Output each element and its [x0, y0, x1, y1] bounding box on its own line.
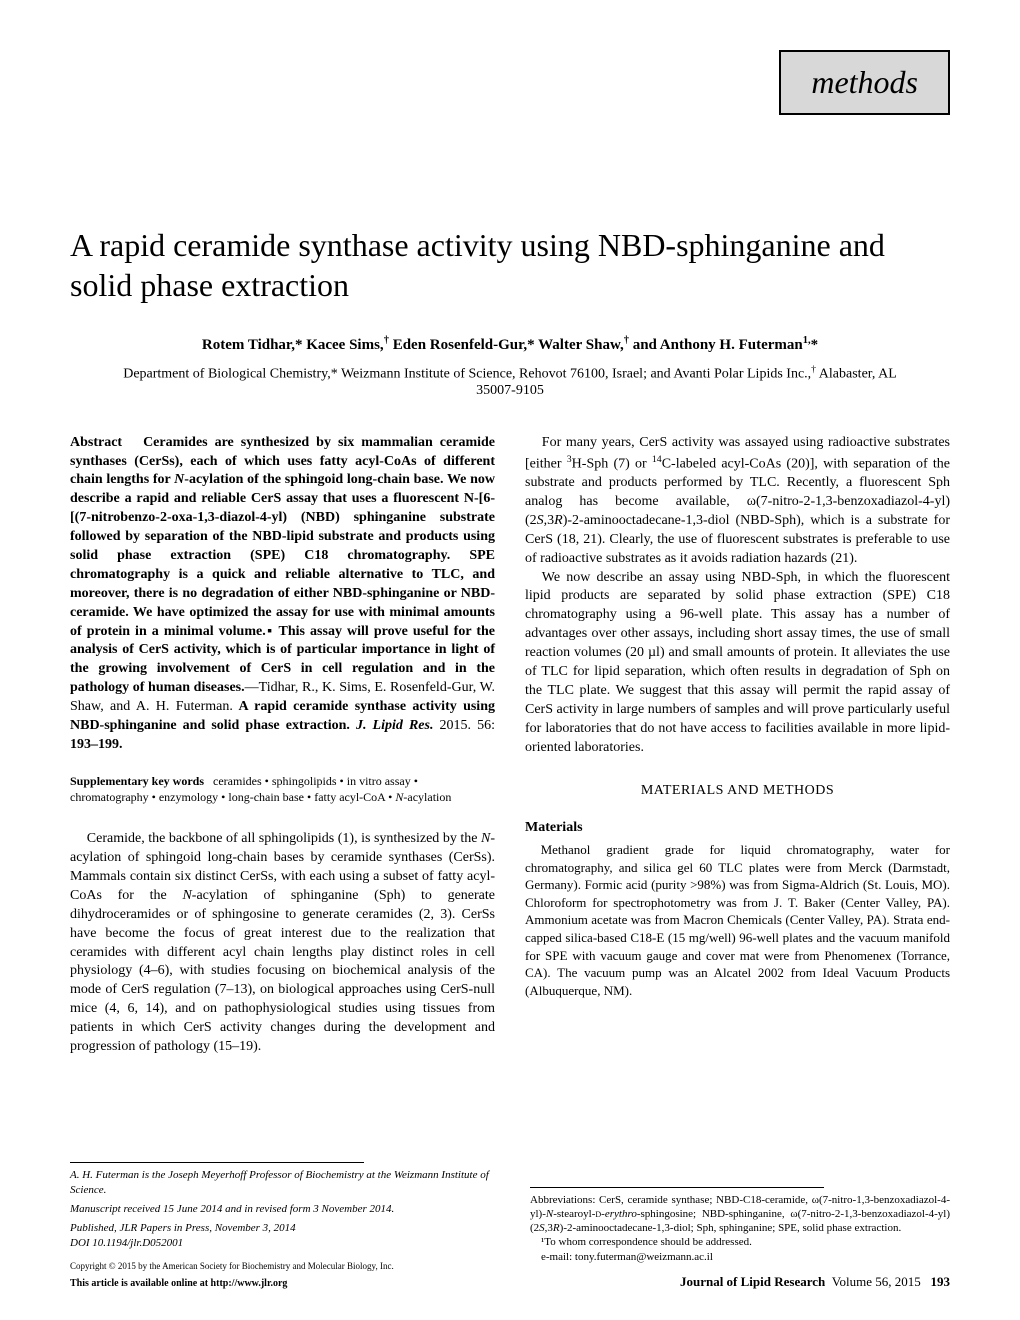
journal-name: Journal of Lipid Research — [680, 1274, 825, 1289]
abstract-citation-journal: J. Lipid Res. — [350, 718, 434, 733]
abbreviations: Abbreviations: CerS, ceramide synthase; … — [530, 1193, 950, 1236]
footer-right: Abbreviations: CerS, ceramide synthase; … — [530, 1187, 950, 1264]
online-link: This article is available online at http… — [70, 1277, 490, 1291]
affiliations: Department of Biological Chemistry,* Wei… — [70, 364, 950, 399]
footer-left: A. H. Futerman is the Joseph Meyerhoff P… — [70, 1162, 490, 1290]
abstract-citation-pages: 193–199. — [70, 737, 123, 752]
abstract-citation-year: 2015. 56: — [433, 718, 495, 733]
methods-category-box: methods — [779, 50, 950, 115]
journal-footer: Journal of Lipid Research Volume 56, 201… — [680, 1274, 950, 1290]
page-number: 193 — [931, 1274, 951, 1289]
materials-subheading: Materials — [525, 819, 950, 838]
article-title: A rapid ceramide synthase activity using… — [70, 145, 950, 305]
footer-manuscript-date: Manuscript received 15 June 2014 and in … — [70, 1202, 490, 1217]
left-column: Abstract Ceramides are synthesized by si… — [70, 434, 495, 1057]
materials-paragraph: Methanol gradient grade for liquid chrom… — [525, 841, 950, 999]
footer-divider-left — [70, 1162, 364, 1163]
footer-doi: DOI 10.1194/jlr.D052001 — [70, 1236, 490, 1251]
keywords-label: Supplementary key words — [70, 774, 204, 788]
methods-category-label: methods — [811, 64, 918, 100]
methods-heading: MATERIALS AND METHODS — [525, 782, 950, 801]
footer-published: Published, JLR Papers in Press, November… — [70, 1221, 490, 1236]
correspondence-1: ¹To whom correspondence should be addres… — [530, 1235, 950, 1249]
journal-volume: Volume 56, 2015 — [832, 1274, 921, 1289]
right-column: For many years, CerS activity was assaye… — [525, 434, 950, 1057]
correspondence-email: e-mail: tony.futerman@weizmann.ac.il — [530, 1250, 950, 1264]
right-para-2: We now describe an assay using NBD-Sph, … — [525, 569, 950, 758]
intro-paragraph-1: Ceramide, the backbone of all sphingolip… — [70, 830, 495, 1057]
abstract-label: Abstract — [70, 435, 122, 450]
abstract: Abstract Ceramides are synthesized by si… — [70, 434, 495, 755]
right-para-1: For many years, CerS activity was assaye… — [525, 434, 950, 569]
footer-author-note: A. H. Futerman is the Joseph Meyerhoff P… — [70, 1168, 490, 1198]
authors-line: Rotem Tidhar,* Kacee Sims,† Eden Rosenfe… — [70, 335, 950, 354]
footer-divider-right — [530, 1187, 824, 1188]
two-column-layout: Abstract Ceramides are synthesized by si… — [70, 434, 950, 1057]
keywords-block: Supplementary key words ceramides • sphi… — [70, 773, 495, 805]
copyright: Copyright © 2015 by the American Society… — [70, 1260, 490, 1272]
